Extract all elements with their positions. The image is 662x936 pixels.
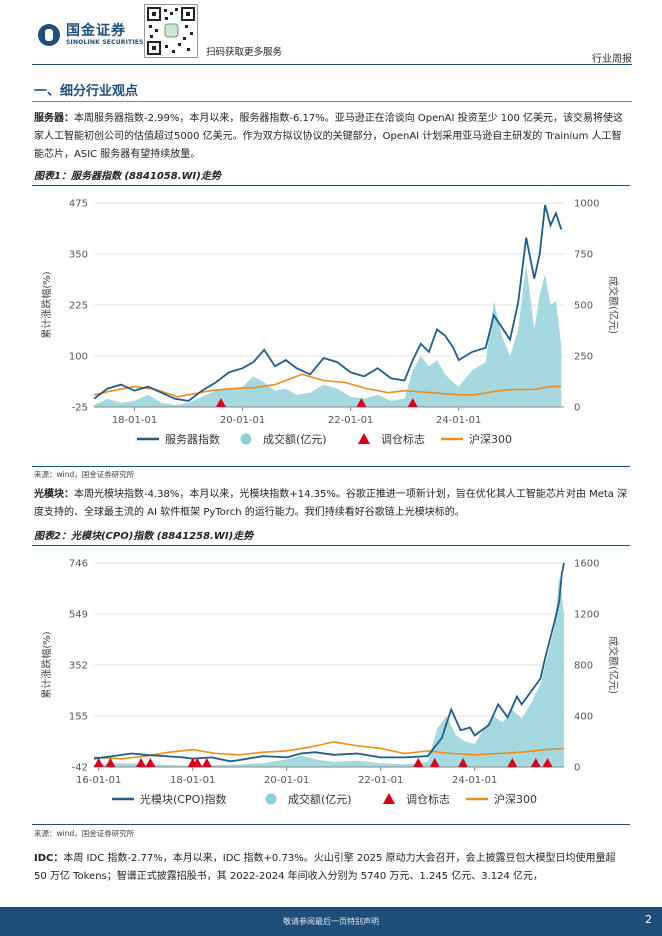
optical-text: 本周光模块指数-4.38%，本月以来，光模块指数+14.35%。谷歌正推进一项新… bbox=[34, 489, 628, 518]
chart1-y2tick-label: 0 bbox=[574, 403, 580, 414]
idc-lead: IDC： bbox=[34, 853, 64, 864]
chart2-hs300-line bbox=[93, 741, 565, 760]
chart1-rebalance-marker bbox=[356, 398, 367, 407]
figure-2-title: 图表2：光模块(CPO)指数 (8841258.WI)走势 bbox=[34, 531, 254, 542]
footer-disclaimer: 敬请参阅最后一页特别声明 bbox=[283, 917, 379, 926]
chart1-xtick-label: 20-01-01 bbox=[220, 415, 265, 426]
chart1-legend-label: 服务器指数 bbox=[165, 432, 220, 446]
figure-2-source: 来源：wind，国金证券研究所 bbox=[34, 829, 135, 838]
chart1-ytick-label: 475 bbox=[69, 199, 88, 210]
optical-paragraph: 光模块：本周光模块指数-4.38%，本月以来，光模块指数+14.35%。谷歌正推… bbox=[34, 486, 630, 522]
server-text: 本周服务器指数-2.99%，本月以来，服务器指数-6.17%。亚马逊正在洽谈向 … bbox=[34, 113, 624, 160]
chart2-xtick-label: 24-01-01 bbox=[452, 775, 497, 786]
chart1-index-line bbox=[93, 204, 563, 402]
chart2-volume-area bbox=[94, 575, 564, 767]
server-index-chart-svg: 475 350 225 100 -25 1000 750 500 250 0 累计涨跌幅(%) 成交额… bbox=[40, 199, 620, 447]
figure-2-top-rule bbox=[32, 545, 630, 546]
figure-1-title: 图表1：服务器指数 (8841058.WI)走势 bbox=[34, 171, 221, 182]
chart2-legend-marker-swatch bbox=[383, 793, 395, 804]
chart2-ytick-label: 549 bbox=[69, 610, 88, 621]
chart2-rebalance-marker bbox=[136, 758, 146, 767]
chart1-ytick-label: 225 bbox=[69, 301, 88, 312]
chart1-ytick-label: -25 bbox=[72, 403, 88, 414]
server-paragraph: 服务器：本周服务器指数-2.99%，本月以来，服务器指数-6.17%。亚马逊正在… bbox=[34, 110, 630, 164]
chart2-ylabel: 累计涨跌幅(%) bbox=[40, 631, 53, 698]
chart2-rebalance-marker bbox=[105, 758, 116, 767]
chart1-legend-label: 沪深300 bbox=[469, 432, 512, 446]
chart2-xtick-label: 22-01-01 bbox=[358, 775, 403, 786]
chart2-rebalance-marker bbox=[457, 758, 468, 767]
chart1-y2tick-label: 750 bbox=[574, 250, 593, 261]
figure-2-bottom-rule bbox=[32, 824, 630, 825]
optical-module-chart-svg: 746 549 352 155 -42 1600 1200 800 400 0 累计涨跌幅(%) 成交… bbox=[40, 559, 620, 807]
logo-chinese-name: 国金证券 bbox=[66, 23, 126, 39]
chart2-rebalance-marker bbox=[542, 758, 553, 767]
chart1-legend-volume-swatch bbox=[240, 433, 252, 445]
optical-module-chart: 746 549 352 155 -42 1600 1200 800 400 0 累计涨跌幅(%) 成交… bbox=[32, 547, 630, 823]
page-number: 2 bbox=[645, 913, 652, 926]
chart2-ytick-label: 746 bbox=[69, 559, 88, 570]
chart2-y2tick-label: 0 bbox=[574, 763, 580, 774]
figure-1-top-rule bbox=[32, 185, 630, 186]
chart2-rebalance-marker bbox=[507, 758, 518, 767]
chart1-rebalance-marker bbox=[407, 398, 418, 407]
chart1-y2tick-label: 250 bbox=[574, 352, 593, 363]
chart1-xtick-label: 22-01-01 bbox=[328, 415, 373, 426]
logo-icon bbox=[38, 24, 60, 46]
report-type-label: 行业周报 bbox=[592, 54, 632, 65]
chart2-xtick-label: 16-01-01 bbox=[76, 775, 121, 786]
chart2-rebalance-marker bbox=[530, 758, 541, 767]
chart1-ytick-label: 350 bbox=[69, 250, 88, 261]
chart1-xtick-label: 18-01-01 bbox=[112, 415, 157, 426]
chart1-y2tick-label: 1000 bbox=[574, 199, 599, 210]
chart1-ytick-label: 100 bbox=[69, 352, 88, 363]
chart2-y2label: 成交额(亿元) bbox=[607, 636, 620, 694]
scan-for-services-text: 扫码获取更多服务 bbox=[206, 47, 283, 58]
chart2-xtick-label: 20-01-01 bbox=[264, 775, 309, 786]
section-title: 一、细分行业观点 bbox=[34, 84, 139, 99]
chart1-legend-label: 成交额(亿元) bbox=[263, 432, 327, 446]
chart2-legend-volume-swatch bbox=[265, 793, 277, 805]
chart1-legend-label: 调仓标志 bbox=[381, 432, 425, 446]
qr-code-icon[interactable] bbox=[144, 4, 198, 58]
chart2-ytick-label: -42 bbox=[72, 763, 88, 774]
chart1-y2label: 成交额(亿元) bbox=[607, 276, 620, 334]
chart2-legend-label: 调仓标志 bbox=[406, 792, 450, 806]
chart1-rebalance-marker bbox=[215, 398, 226, 407]
chart2-xtick-label: 18-01-01 bbox=[170, 775, 215, 786]
chart2-ytick-label: 155 bbox=[69, 712, 88, 723]
chart1-xtick-label: 24-01-01 bbox=[436, 415, 481, 426]
chart1-ylabel: 累计涨跌幅(%) bbox=[40, 271, 53, 338]
chart2-rebalance-marker bbox=[145, 758, 156, 767]
logo-english-name: SINOLINK SECURITIES bbox=[66, 39, 144, 46]
chart2-rebalance-marker bbox=[93, 758, 104, 767]
chart2-rebalance-marker bbox=[192, 758, 203, 767]
chart1-volume-area bbox=[94, 264, 562, 407]
chart2-y2tick-label: 1200 bbox=[574, 610, 599, 621]
chart2-legend-label: 光模块(CPO)指数 bbox=[140, 792, 227, 806]
idc-text: 本周 IDC 指数-2.77%，本月以来，IDC 指数+0.73%。火山引擎 2… bbox=[34, 853, 616, 882]
company-logo: 国金证券 SINOLINK SECURITIES bbox=[38, 24, 144, 46]
chart1-legend-marker-swatch bbox=[358, 433, 370, 444]
chart1-hs300-line bbox=[93, 373, 562, 398]
chart2-ytick-label: 352 bbox=[69, 661, 88, 672]
header-divider bbox=[32, 64, 632, 65]
server-lead: 服务器： bbox=[34, 113, 74, 124]
figure-1-source: 来源：wind，国金证券研究所 bbox=[34, 470, 135, 479]
idc-paragraph: IDC：本周 IDC 指数-2.77%，本月以来，IDC 指数+0.73%。火山… bbox=[34, 850, 630, 886]
chart1-y2tick-label: 500 bbox=[574, 301, 593, 312]
chart2-y2tick-label: 400 bbox=[574, 712, 593, 723]
server-index-chart: 475 350 225 100 -25 1000 750 500 250 0 累计涨跌幅(%) 成交额… bbox=[32, 187, 630, 465]
chart2-rebalance-marker bbox=[429, 758, 440, 767]
page-footer: 敬请参阅最后一页特别声明 2 bbox=[0, 907, 662, 936]
chart2-rebalance-marker bbox=[201, 758, 212, 767]
section-divider bbox=[32, 101, 632, 102]
chart2-y2tick-label: 800 bbox=[574, 661, 593, 672]
optical-lead: 光模块： bbox=[34, 489, 74, 500]
chart2-legend-label: 成交额(亿元) bbox=[288, 792, 352, 806]
chart2-y2tick-label: 1600 bbox=[574, 559, 599, 570]
chart2-legend-label: 沪深300 bbox=[494, 792, 537, 806]
chart2-rebalance-marker bbox=[413, 758, 424, 767]
figure-1-bottom-rule bbox=[32, 466, 630, 467]
